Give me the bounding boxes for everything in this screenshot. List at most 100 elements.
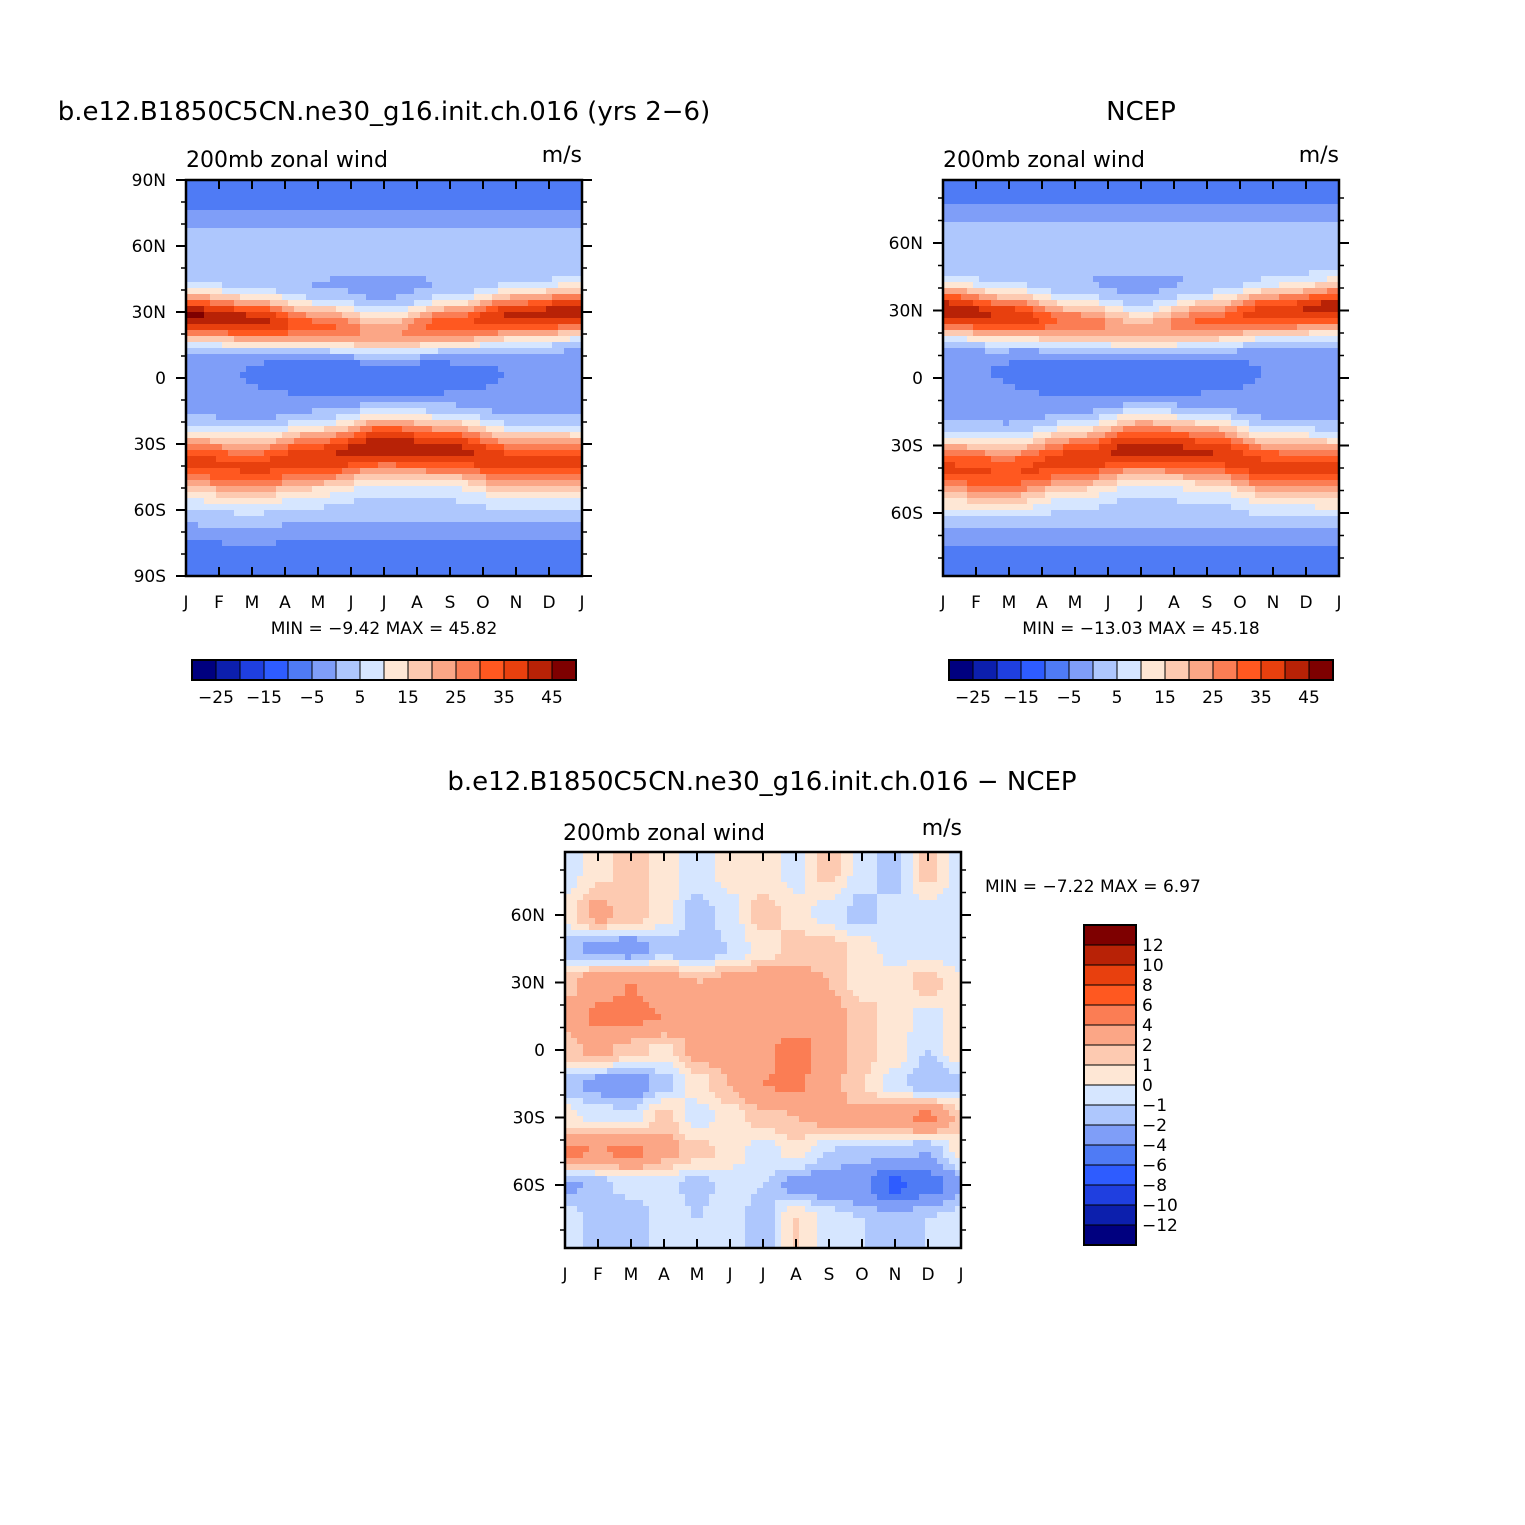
contour-cell <box>390 474 397 481</box>
contour-cell <box>474 558 481 565</box>
contour-cell <box>402 222 409 229</box>
contour-cell <box>300 540 307 547</box>
contour-cell <box>378 462 385 469</box>
contour-cell <box>522 534 529 541</box>
contour-cell <box>534 288 541 295</box>
contour-cell <box>324 402 331 409</box>
contour-cell <box>240 264 247 271</box>
contour-cell <box>438 462 445 469</box>
contour-cell <box>1081 216 1088 223</box>
contour-cell <box>432 330 439 337</box>
contour-cell <box>1075 204 1082 211</box>
contour-cell <box>492 294 499 301</box>
contour-cell <box>534 570 541 576</box>
contour-cell <box>414 552 421 559</box>
contour-cell <box>534 390 541 397</box>
contour-cell <box>354 282 361 289</box>
contour-cell <box>444 324 451 331</box>
contour-cell <box>282 198 289 205</box>
panel-ncep: NCEP 200mb zonal wind m/s J F M A M J J A S O N D J6… <box>889 97 1349 708</box>
contour-cell <box>192 360 199 367</box>
contour-cell <box>1009 180 1016 187</box>
contour-cell <box>540 210 547 217</box>
contour-cell <box>348 456 355 463</box>
contour-cell <box>1117 192 1124 199</box>
contour-cell <box>564 270 571 277</box>
contour-cell <box>474 204 481 211</box>
contour-cell <box>438 426 445 433</box>
contour-cell <box>252 564 259 571</box>
contour-cell <box>384 372 391 379</box>
contour-cell <box>234 468 241 475</box>
contour-cell <box>450 570 457 576</box>
contour-cell <box>216 558 223 565</box>
contour-cell <box>216 360 223 367</box>
contour-cell <box>216 378 223 385</box>
contour-cell <box>228 234 235 241</box>
contour-cell <box>186 228 193 235</box>
contour-cell <box>504 528 511 535</box>
contour-cell <box>234 534 241 541</box>
contour-cell <box>222 390 229 397</box>
contour-cell <box>1129 180 1136 187</box>
contour-cell <box>336 258 343 265</box>
contour-cell <box>534 480 541 487</box>
contour-cell <box>282 342 289 349</box>
contour-cell <box>234 456 241 463</box>
contour-cell <box>564 516 571 523</box>
contour-cell <box>288 432 295 439</box>
contour-cell <box>534 360 541 367</box>
contour-cell <box>414 528 421 535</box>
contour-cell <box>498 258 505 265</box>
contour-cell <box>522 450 529 457</box>
contour-cell <box>546 504 553 511</box>
contour-cell <box>264 294 271 301</box>
contour-cell <box>462 528 469 535</box>
contour-cell <box>360 516 367 523</box>
contour-cell <box>534 294 541 301</box>
contour-cell <box>186 450 193 457</box>
contour-cell <box>366 252 373 259</box>
contour-cell <box>234 300 241 307</box>
contour-cell <box>324 180 331 187</box>
contour-cell <box>438 480 445 487</box>
contour-cell <box>528 558 535 565</box>
contour-cell <box>564 444 571 451</box>
contour-cell <box>1081 192 1088 199</box>
panel-title: NCEP <box>1106 97 1176 127</box>
contour-cell <box>330 534 337 541</box>
contour-cell <box>198 450 205 457</box>
contour-cell <box>390 420 397 427</box>
contour-cell <box>354 498 361 505</box>
contour-cell <box>432 294 439 301</box>
contour-cell <box>324 432 331 439</box>
contour-cell <box>444 270 451 277</box>
contour-cell <box>498 246 505 253</box>
contour-cell <box>522 210 529 217</box>
contour-cell <box>270 300 277 307</box>
contour-cell <box>570 294 577 301</box>
contour-cell <box>1273 204 1280 211</box>
contour-cell <box>288 390 295 397</box>
contour-cell <box>186 468 193 475</box>
contour-cell <box>534 552 541 559</box>
contour-cell <box>498 570 505 576</box>
contour-cell <box>1327 210 1334 217</box>
contour-cell <box>384 462 391 469</box>
contour-cell <box>318 210 325 217</box>
contour-cell <box>570 240 577 247</box>
contour-cell <box>354 222 361 229</box>
contour-cell <box>324 504 331 511</box>
contour-cell <box>276 330 283 337</box>
contour-cell <box>414 348 421 355</box>
contour-cell <box>420 516 427 523</box>
contour-cell <box>402 432 409 439</box>
contour-cell <box>444 516 451 523</box>
contour-cell <box>270 192 277 199</box>
contour-cell <box>258 552 265 559</box>
contour-cell <box>366 426 373 433</box>
contour-cell <box>330 372 337 379</box>
contour-cell <box>498 456 505 463</box>
contour-cell <box>264 306 271 313</box>
contour-cell <box>288 408 295 415</box>
